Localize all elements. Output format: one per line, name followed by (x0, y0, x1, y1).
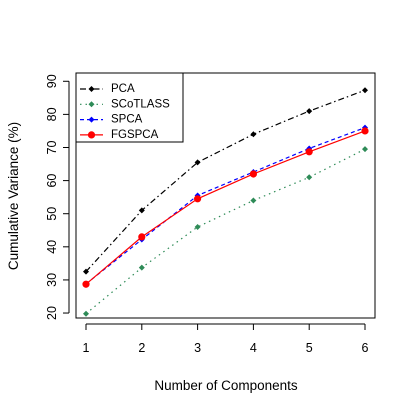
plot-frame (75, 72, 376, 319)
legend-marker-pca (88, 86, 95, 92)
data-point-pca-1 (83, 268, 89, 275)
x-tick-label-6: 6 (362, 341, 369, 355)
data-point-fgspca-1 (82, 280, 90, 288)
x-tick-label-1: 1 (83, 341, 90, 355)
y-tick-label-50: 50 (45, 207, 59, 221)
y-tick-label-20: 20 (45, 306, 59, 320)
legend-label-scotlass: SCoTLASS (111, 98, 170, 110)
y-tick-label-70: 70 (45, 140, 59, 154)
data-point-pca-2 (138, 207, 145, 214)
legend: PCA SCoTLASS SPCA FGSPCA (75, 72, 184, 143)
data-point-scotlass-3 (194, 223, 201, 230)
x-tick-label-5: 5 (306, 341, 313, 355)
legend-label-fgspca: FGSPCA (111, 129, 159, 141)
legend-box (75, 72, 184, 143)
y-axis: 20 30 40 50 60 70 80 90 (45, 74, 70, 320)
data-point-scotlass-6 (362, 146, 368, 153)
legend-marker-spca (88, 116, 95, 123)
x-tick-label-2: 2 (138, 341, 145, 355)
data-point-scotlass-5 (306, 174, 313, 181)
y-tick-label-80: 80 (45, 107, 59, 121)
x-tick-label-4: 4 (250, 341, 257, 355)
data-point-scotlass-4 (250, 197, 257, 204)
series-line-fgspca (85, 130, 366, 285)
series-pca (83, 87, 368, 275)
series-spca (83, 124, 368, 287)
series-scotlass (83, 146, 368, 317)
data-point-fgspca-6 (361, 127, 369, 135)
legend-label-pca: PCA (111, 83, 135, 95)
data-point-fgspca-2 (138, 233, 146, 241)
series-line-scotlass (85, 148, 366, 315)
y-tick-label-60: 60 (45, 174, 59, 188)
series-line-spca (85, 127, 366, 285)
series-layer (82, 87, 369, 317)
x-axis: 1 2 3 4 5 6 (83, 323, 369, 355)
y-tick-label-40: 40 (45, 240, 59, 254)
y-axis-title: Cumulative Variance (%) (6, 122, 21, 270)
x-axis-title: Number of Components (154, 378, 298, 393)
y-tick-label-90: 90 (45, 74, 59, 88)
legend-marker-fgspca (87, 131, 96, 139)
data-point-pca-6 (362, 87, 368, 94)
data-point-pca-4 (250, 131, 257, 138)
data-point-scotlass-2 (138, 264, 145, 271)
x-tick-label-3: 3 (194, 341, 201, 355)
data-point-fgspca-4 (249, 170, 257, 178)
series-fgspca (82, 127, 369, 288)
y-tick-label-30: 30 (45, 273, 59, 287)
series-line-pca (85, 89, 366, 273)
data-point-scotlass-1 (83, 310, 89, 317)
data-point-fgspca-3 (194, 195, 202, 203)
data-point-fgspca-5 (305, 148, 313, 156)
data-point-pca-5 (306, 108, 313, 115)
legend-marker-scotlass (88, 101, 95, 108)
legend-label-spca: SPCA (111, 114, 143, 126)
data-point-pca-3 (194, 159, 201, 166)
